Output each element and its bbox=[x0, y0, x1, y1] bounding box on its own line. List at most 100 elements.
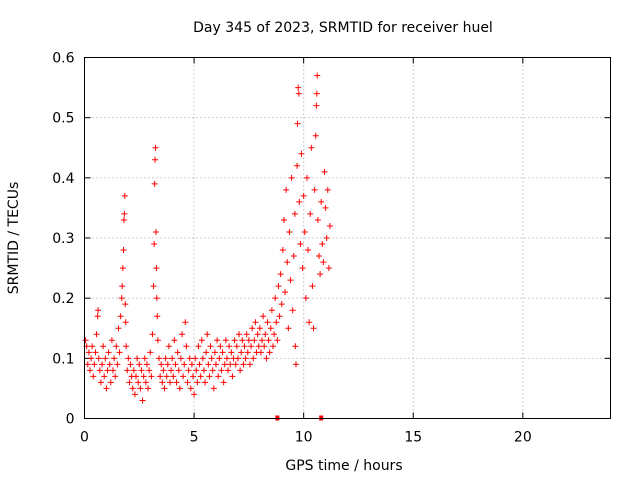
data-point bbox=[103, 385, 110, 392]
y-tick-label: 0.5 bbox=[52, 111, 74, 127]
data-point bbox=[179, 331, 186, 338]
data-point bbox=[226, 343, 233, 350]
y-tick-label: 0 bbox=[66, 412, 75, 428]
data-point bbox=[119, 283, 126, 290]
data-point bbox=[283, 186, 290, 193]
data-point bbox=[125, 355, 132, 362]
data-point bbox=[197, 373, 204, 380]
data-point bbox=[148, 373, 155, 380]
data-point bbox=[313, 90, 320, 97]
data-point bbox=[313, 102, 320, 109]
data-point bbox=[309, 283, 316, 290]
data-point bbox=[256, 325, 263, 332]
data-point bbox=[263, 355, 270, 362]
data-point bbox=[319, 241, 326, 248]
data-point bbox=[227, 361, 234, 368]
data-point bbox=[131, 391, 138, 398]
data-point bbox=[243, 331, 250, 338]
data-point bbox=[168, 367, 175, 374]
data-point bbox=[152, 228, 159, 235]
data-point bbox=[162, 355, 169, 362]
data-point bbox=[220, 379, 227, 386]
x-tick-label: 0 bbox=[80, 430, 89, 446]
data-point bbox=[323, 235, 330, 241]
data-point bbox=[262, 331, 269, 338]
data-point bbox=[100, 343, 107, 350]
data-point bbox=[284, 259, 291, 266]
data-point bbox=[305, 247, 312, 254]
data-point bbox=[108, 337, 115, 344]
data-point bbox=[223, 355, 230, 362]
data-point bbox=[246, 361, 253, 368]
data-point bbox=[261, 343, 268, 350]
data-point bbox=[306, 319, 313, 326]
data-point bbox=[260, 313, 267, 320]
data-point bbox=[248, 343, 255, 350]
data-point bbox=[203, 349, 210, 356]
data-point bbox=[84, 361, 91, 368]
data-point bbox=[130, 367, 137, 374]
data-point bbox=[264, 319, 271, 326]
data-point bbox=[189, 373, 196, 380]
data-point bbox=[254, 331, 261, 338]
data-point bbox=[296, 198, 303, 205]
data-point bbox=[326, 222, 333, 229]
data-point bbox=[225, 367, 232, 374]
data-point bbox=[86, 367, 93, 374]
data-point bbox=[143, 361, 150, 368]
data-point bbox=[91, 361, 98, 368]
data-point bbox=[211, 349, 218, 356]
data-point bbox=[214, 337, 221, 344]
plot-frame bbox=[84, 57, 611, 419]
data-point bbox=[196, 361, 203, 368]
data-point bbox=[259, 337, 266, 344]
data-point bbox=[206, 373, 213, 380]
data-point bbox=[194, 379, 201, 386]
data-point bbox=[97, 379, 104, 386]
data-point bbox=[271, 331, 278, 338]
data-point bbox=[154, 337, 161, 344]
data-point bbox=[294, 120, 301, 127]
data-point bbox=[152, 144, 159, 151]
data-point bbox=[232, 361, 239, 368]
data-point bbox=[317, 271, 324, 278]
data-point bbox=[325, 265, 332, 272]
y-tick-label: 0.1 bbox=[52, 351, 74, 367]
data-point bbox=[241, 343, 248, 350]
data-point bbox=[173, 379, 180, 386]
data-point bbox=[142, 379, 149, 386]
data-point bbox=[216, 355, 223, 362]
data-point bbox=[137, 385, 144, 392]
data-point bbox=[111, 355, 118, 362]
data-point bbox=[188, 361, 195, 368]
data-point bbox=[251, 337, 258, 344]
data-point bbox=[112, 373, 119, 380]
data-point bbox=[150, 283, 157, 290]
data-point bbox=[153, 295, 160, 302]
data-point bbox=[295, 84, 302, 91]
data-point bbox=[136, 361, 143, 368]
data-point bbox=[165, 343, 172, 350]
data-point bbox=[292, 343, 299, 350]
data-point bbox=[221, 361, 228, 368]
data-point bbox=[105, 349, 112, 356]
y-tick-label: 0.3 bbox=[52, 231, 74, 247]
data-point bbox=[119, 265, 126, 272]
data-point bbox=[252, 319, 259, 326]
data-point bbox=[152, 156, 159, 163]
y-tick-label: 0.2 bbox=[52, 291, 74, 307]
data-point bbox=[94, 313, 101, 320]
data-point bbox=[89, 343, 96, 350]
data-point bbox=[151, 241, 158, 248]
data-point bbox=[316, 253, 323, 260]
x-tick-label: 5 bbox=[190, 430, 199, 446]
data-point bbox=[88, 355, 95, 362]
data-point bbox=[82, 337, 89, 344]
data-point bbox=[138, 367, 145, 374]
data-point bbox=[268, 307, 275, 314]
data-point bbox=[229, 373, 236, 380]
data-point bbox=[239, 337, 246, 344]
data-point bbox=[151, 180, 158, 187]
data-point bbox=[276, 313, 283, 320]
data-point bbox=[275, 283, 282, 290]
